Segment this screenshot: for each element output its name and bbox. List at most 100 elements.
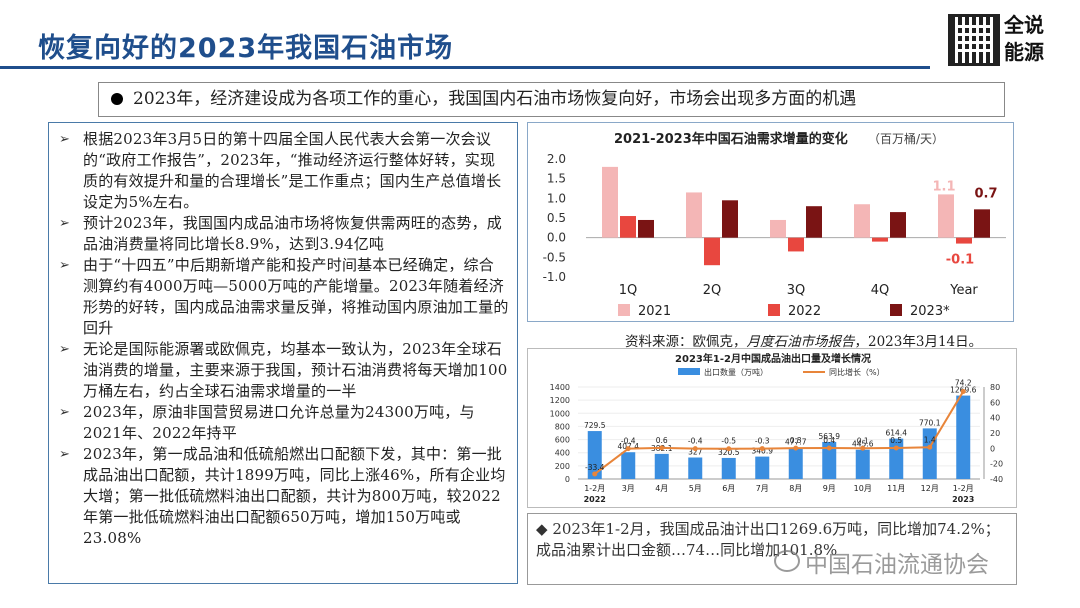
legend-label: 出口数量（万吨） xyxy=(704,367,768,377)
growth-point xyxy=(625,446,631,452)
bar-2022-Year xyxy=(956,237,972,244)
y-tick-label: -0.5 xyxy=(543,250,566,264)
export-summary-box: ◆ 2023年1-2月，我国成品油计出口1269.6万吨，同比增加74.2%；成… xyxy=(527,513,1017,585)
x-tick-label: 3月 xyxy=(622,484,635,493)
x-tick-label: 8月 xyxy=(789,484,802,493)
bullet-list: ➢ 根据2023年3月5日的第十四届全国人民代表大会第一次会议的“政府工作报告”，… xyxy=(48,122,518,584)
legend-label: 同比增长（%） xyxy=(829,367,885,377)
y-tick-label: 2.0 xyxy=(547,152,566,166)
data-label-volume: 477.7 xyxy=(785,438,807,447)
data-label-volume: 614.4 xyxy=(886,429,908,438)
x-tick-label: 10月 xyxy=(854,484,872,493)
bar-2021-1Q xyxy=(602,166,618,238)
growth-point xyxy=(826,445,832,451)
data-label-volume: 729.5 xyxy=(584,421,606,430)
bar-2023-4Q xyxy=(890,212,906,238)
data-label-volume: 320.5 xyxy=(718,448,740,457)
bar-2021-2Q xyxy=(686,192,702,238)
growth-point xyxy=(927,444,933,450)
growth-point xyxy=(659,445,665,451)
data-label-growth: 0.6 xyxy=(656,436,668,445)
export-volume-chart: 2023年1-2月中国成品油出口量及增长情况 出口数量（万吨） 同比增长（%） 140… xyxy=(527,348,1017,508)
bar-volume-1 xyxy=(621,452,636,479)
x-tick-label: 4月 xyxy=(655,484,668,493)
legend-swatch-2023 xyxy=(890,304,902,316)
y-right-tick-label: -40 xyxy=(990,475,1003,484)
arrow-icon: ➢ xyxy=(59,258,71,273)
x-tick-label: 11月 xyxy=(887,484,905,493)
bar-volume-5 xyxy=(755,456,770,479)
list-item: ➢ 预计2023年，我国国内成品油市场将恢复供需两旺的态势，成品油消费量将同比增长… xyxy=(59,214,502,253)
bar-2022-4Q xyxy=(872,237,888,242)
y-left-tick-label: 1200 xyxy=(550,396,570,405)
data-label-volume: 770.1 xyxy=(919,418,941,427)
growth-point xyxy=(592,471,598,477)
y-tick-label: -1.0 xyxy=(543,270,566,284)
demand-growth-chart-svg: 2021-2023年中国石油需求增量的变化 （百万桶/天） 2.0 1.5 1.0 0.5… xyxy=(543,131,1006,319)
data-label-growth: 74.2 xyxy=(955,378,972,387)
chart-source: 资料来源：欧佩克，月度石油市场报告，2023年3月14日。 xyxy=(625,334,983,350)
title-underline xyxy=(0,66,930,69)
y-tick-label: 1.0 xyxy=(547,191,566,205)
bar-2022-1Q xyxy=(620,216,636,238)
x-tick-label: 5月 xyxy=(689,484,702,493)
growth-point xyxy=(860,445,866,451)
y-left-tick-label: 0 xyxy=(565,475,570,484)
y-left-tick-label: 1000 xyxy=(550,409,570,418)
bar-volume-8 xyxy=(855,449,870,479)
x-tick-label: 6月 xyxy=(722,484,735,493)
wechat-icon xyxy=(774,550,800,572)
growth-point xyxy=(759,446,765,452)
data-label-2023-year: 0.7 xyxy=(974,186,997,201)
y-right-tick-label: 80 xyxy=(990,383,1000,392)
headline-banner: 2023年，经济建设成为各项工作的重心，我国国内石油市场恢复向好，市场会出现多方… xyxy=(98,82,1005,117)
watermark-text: 中国石油流通协会 xyxy=(805,552,989,578)
page-title: 恢复向好的2023年我国石油市场 xyxy=(38,33,454,64)
data-label-2021-year: 1.1 xyxy=(932,179,955,194)
brand-logo: 全说能源 xyxy=(948,12,1048,70)
data-label-growth: -0.4 xyxy=(688,437,703,446)
bar-volume-7 xyxy=(822,441,837,479)
x-tick-label: 1Q xyxy=(619,283,638,298)
y-left-tick-label: 800 xyxy=(555,422,570,431)
data-label-growth: -0.5 xyxy=(721,437,736,446)
y-right-tick-label: 20 xyxy=(990,429,1000,438)
data-label-growth: 1.4 xyxy=(924,435,936,444)
x-tick-label: 7月 xyxy=(756,484,769,493)
x-tick-label: 1-2月 xyxy=(584,484,605,493)
legend-label: 2022 xyxy=(788,304,821,319)
growth-point xyxy=(893,445,899,451)
y-left-tick-label: 400 xyxy=(555,449,570,458)
chart-title: 2023年1-2月中国成品油出口量及增长情况 xyxy=(675,352,871,365)
data-label-growth: 0.5 xyxy=(890,436,902,445)
y-left-tick-label: 200 xyxy=(555,462,570,471)
chart-unit: （百万桶/天） xyxy=(868,131,944,146)
bar-volume-4 xyxy=(721,457,736,479)
bar-volume-11 xyxy=(956,395,971,479)
list-item: ➢ 2023年，第一成品油和低硫船燃出口配额下发，其中：第一批成品油出口配额，共计… xyxy=(59,445,506,547)
y-tick-label: 0.0 xyxy=(547,231,566,245)
data-label-volume: 445.6 xyxy=(852,440,874,449)
legend-label: 2023* xyxy=(910,304,950,319)
data-label-volume: 327 xyxy=(688,448,703,457)
x-tick-label: 9月 xyxy=(823,484,836,493)
bar-2022-2Q xyxy=(704,237,720,266)
bar-2022-3Q xyxy=(788,237,804,252)
bullet-dot-icon xyxy=(111,93,123,105)
data-label-2022-year: -0.1 xyxy=(946,253,974,268)
chart-title: 2021-2023年中国石油需求增量的变化 xyxy=(614,131,848,147)
bar-2023-3Q xyxy=(806,206,822,238)
y-tick-label: 1.5 xyxy=(547,172,566,186)
data-label-growth: -0.3 xyxy=(755,437,770,446)
y-right-tick-label: 0 xyxy=(990,444,995,453)
bar-2021-4Q xyxy=(854,204,870,238)
bar-2023-Year xyxy=(974,209,990,238)
bar-2021-3Q xyxy=(770,219,786,238)
year-label: 2022 xyxy=(584,495,606,504)
arrow-icon: ➢ xyxy=(59,216,71,231)
bar-volume-0 xyxy=(587,431,602,479)
y-right-tick-label: 40 xyxy=(990,414,1000,423)
data-label-volume: 340.9 xyxy=(752,447,774,456)
data-label-volume: 563.9 xyxy=(819,432,841,441)
y-right-tick-label: 60 xyxy=(990,398,1000,407)
